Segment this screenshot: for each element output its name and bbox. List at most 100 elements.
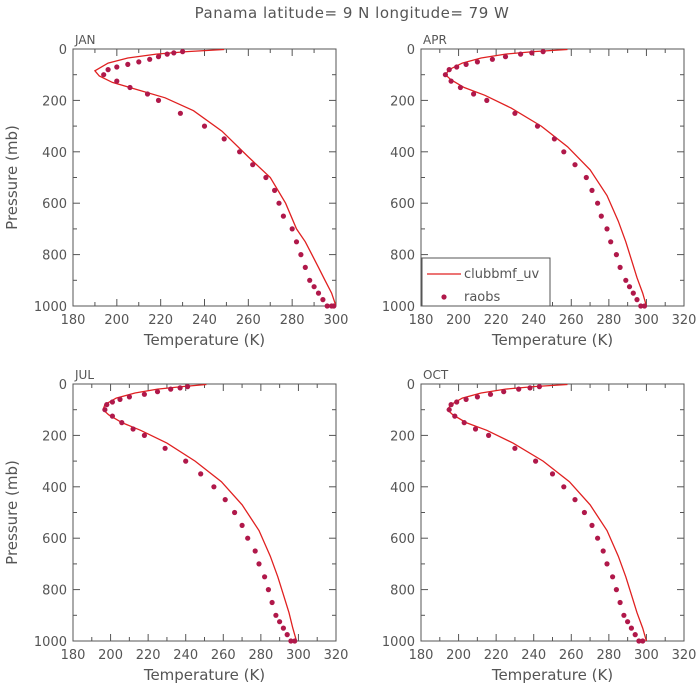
- data-point-raobs: [288, 638, 294, 644]
- data-point-raobs: [155, 54, 162, 60]
- data-point-raobs: [461, 420, 467, 426]
- data-point-raobs: [269, 599, 275, 606]
- data-point-raobs: [293, 239, 300, 245]
- data-point-raobs: [623, 277, 629, 283]
- x-tick-label: 280: [280, 313, 305, 328]
- y-tick-label: 600: [42, 197, 67, 212]
- data-point-raobs: [272, 187, 278, 193]
- data-point-raobs: [232, 509, 238, 516]
- data-point-raobs: [534, 123, 541, 129]
- data-point-raobs: [604, 561, 610, 567]
- data-point-raobs: [265, 587, 271, 593]
- x-tick-label: 200: [446, 313, 471, 328]
- y-tick-label: 200: [390, 94, 415, 109]
- data-point-raobs: [289, 226, 295, 232]
- y-tick-label: 800: [42, 584, 67, 599]
- y-tick-label: 600: [42, 532, 67, 547]
- x-tick-label: 320: [672, 313, 697, 328]
- data-point-raobs: [581, 509, 588, 516]
- y-tick-label: 800: [390, 584, 415, 599]
- data-point-raobs: [164, 51, 170, 57]
- data-point-raobs: [117, 396, 123, 402]
- data-point-raobs: [452, 413, 458, 419]
- y-tick-label: 400: [42, 481, 67, 496]
- data-point-raobs: [626, 284, 633, 290]
- data-point-raobs: [262, 574, 268, 580]
- data-point-raobs: [280, 625, 286, 631]
- x-tick-label: 320: [324, 648, 349, 663]
- data-point-raobs: [610, 574, 616, 580]
- data-point-raobs: [211, 484, 217, 490]
- data-point-raobs: [572, 162, 578, 168]
- data-point-raobs: [221, 136, 227, 142]
- panel-label: OCT: [423, 368, 449, 382]
- data-point-raobs: [252, 548, 258, 554]
- data-point-raobs: [256, 561, 262, 567]
- data-point-raobs: [237, 149, 243, 155]
- data-point-raobs: [302, 264, 308, 270]
- data-point-raobs: [180, 49, 186, 55]
- x-tick-label: 240: [521, 648, 546, 663]
- data-point-raobs: [222, 497, 228, 503]
- data-point-raobs: [446, 67, 452, 73]
- data-point-raobs: [621, 612, 627, 618]
- x-tick-label: 180: [61, 648, 86, 663]
- data-point-raobs: [307, 277, 313, 283]
- x-tick-label: 260: [236, 313, 261, 328]
- data-point-raobs: [136, 59, 142, 65]
- data-point-raobs: [141, 391, 147, 397]
- data-point-raobs: [518, 51, 524, 57]
- data-point-raobs: [595, 200, 601, 206]
- data-point-raobs: [527, 385, 533, 391]
- series-line-clubbmf_uv: [93, 49, 336, 306]
- y-tick-label: 0: [407, 43, 415, 58]
- data-point-raobs: [634, 297, 640, 303]
- data-point-raobs: [141, 432, 147, 438]
- y-tick-label: 1000: [34, 300, 67, 315]
- y-tick-label: 800: [42, 249, 67, 264]
- x-tick-label: 280: [596, 648, 621, 663]
- data-point-raobs: [315, 290, 322, 296]
- data-point-raobs: [600, 548, 606, 554]
- data-point-raobs: [617, 599, 623, 606]
- data-point-raobs: [628, 625, 635, 631]
- data-point-raobs: [201, 123, 208, 129]
- y-tick-label: 200: [390, 429, 415, 444]
- data-point-raobs: [104, 402, 110, 408]
- data-point-raobs: [583, 174, 589, 181]
- x-tick-label: 320: [672, 648, 697, 663]
- data-point-raobs: [501, 389, 507, 395]
- data-point-raobs: [454, 64, 460, 70]
- data-point-raobs: [245, 535, 251, 541]
- data-point-raobs: [613, 587, 620, 593]
- data-point-raobs: [331, 303, 337, 309]
- y-tick-label: 400: [390, 481, 415, 496]
- data-point-raobs: [474, 59, 480, 65]
- x-axis-title: Temperature (K): [491, 666, 613, 684]
- series-line-clubbmf_uv: [102, 384, 298, 641]
- y-tick-label: 400: [390, 146, 415, 161]
- data-point-raobs: [442, 72, 448, 78]
- data-point-raobs: [457, 84, 463, 91]
- data-point-raobs: [487, 391, 494, 397]
- data-point-raobs: [561, 149, 567, 155]
- data-point-raobs: [572, 497, 578, 503]
- figure-title: Panama latitude= 9 N longitude= 79 W: [195, 4, 510, 22]
- data-point-raobs: [177, 385, 183, 391]
- data-point-raobs: [198, 471, 204, 477]
- x-tick-label: 220: [148, 313, 173, 328]
- x-tick-label: 180: [409, 648, 434, 663]
- data-point-raobs: [284, 632, 290, 638]
- panel-jan: 180 200 220 240 260 280 300 0 200 400 600 800 1000 JA…: [3, 33, 348, 349]
- data-point-raobs: [516, 386, 522, 392]
- y-tick-label: 200: [42, 429, 67, 444]
- data-point-raobs: [126, 394, 132, 400]
- data-point-raobs: [512, 110, 518, 116]
- data-point-raobs: [101, 72, 107, 78]
- data-point-raobs: [529, 50, 535, 56]
- data-point-raobs: [183, 458, 189, 464]
- legend-dot-swatch: [441, 294, 447, 300]
- data-point-raobs: [130, 426, 136, 432]
- y-tick-label: 400: [42, 146, 67, 161]
- data-point-raobs: [589, 187, 595, 193]
